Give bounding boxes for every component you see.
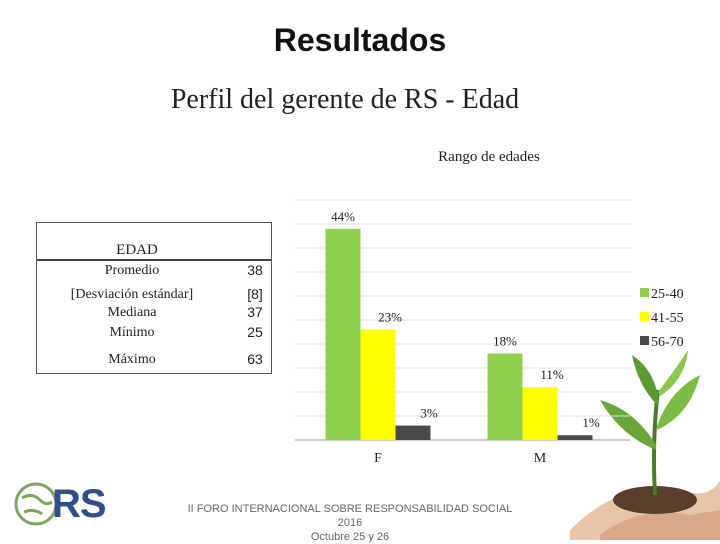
stats-label: Mediana [107, 305, 157, 320]
stats-label: [Desviación estándar] [70, 287, 194, 302]
stats-label: Máximo [108, 352, 156, 367]
stats-label: Promedio [104, 263, 160, 278]
data-label: 11% [540, 367, 564, 382]
data-label: 44% [331, 209, 355, 224]
stats-header: EDAD [37, 223, 271, 261]
data-label: 3% [420, 406, 438, 421]
stats-table: EDAD Promedio 38 [Desviación estándar] [… [36, 222, 272, 374]
globe-icon [14, 482, 58, 526]
slide-title: Resultados [273, 22, 447, 58]
footer-date: Octubre 25 y 26 [310, 531, 390, 543]
legend-swatch [640, 288, 649, 297]
data-label: 23% [378, 310, 402, 325]
bar-56-70-F [395, 425, 431, 440]
stats-value: [8] [247, 286, 263, 302]
bar-41-55-M [522, 387, 558, 440]
plant-illustration [570, 350, 720, 540]
data-label: 1% [582, 415, 600, 430]
stats-label: Mínimo [109, 325, 155, 340]
chart-data-labels: 44% 23% 3% 18% 11% 1% [331, 209, 600, 430]
stats-value: 38 [247, 262, 263, 278]
stats-value: 37 [247, 304, 263, 320]
legend-label: 25-40 [651, 287, 684, 302]
stats-value: 25 [247, 324, 263, 340]
bar-41-55-F [360, 329, 396, 440]
category-label: F [374, 451, 382, 466]
bar-25-40-M [487, 353, 523, 440]
stats-value: 63 [247, 351, 263, 367]
chart-legend: 25-40 41-55 56-70 [640, 287, 684, 350]
chart-bars [325, 228, 593, 440]
data-label: 18% [493, 334, 517, 349]
legend-label: 56-70 [651, 335, 684, 350]
legend-swatch [640, 312, 649, 321]
legend-swatch [640, 336, 649, 345]
stats-header-label: EDAD [116, 242, 158, 258]
category-label: M [534, 451, 547, 466]
footer-event: II FORO INTERNACIONAL SOBRE RESPONSABILI… [187, 503, 513, 529]
bar-56-70-M [557, 435, 593, 440]
footer: II FORO INTERNACIONAL SOBRE RESPONSABILI… [180, 502, 520, 544]
legend-label: 41-55 [651, 311, 684, 326]
logo-text: RS [52, 482, 107, 526]
chart-title: Rango de edades [438, 149, 540, 165]
rs-logo [12, 480, 122, 530]
bar-25-40-F [325, 228, 361, 440]
slide-subtitle: Perfil del gerente de RS - Edad [170, 84, 520, 115]
